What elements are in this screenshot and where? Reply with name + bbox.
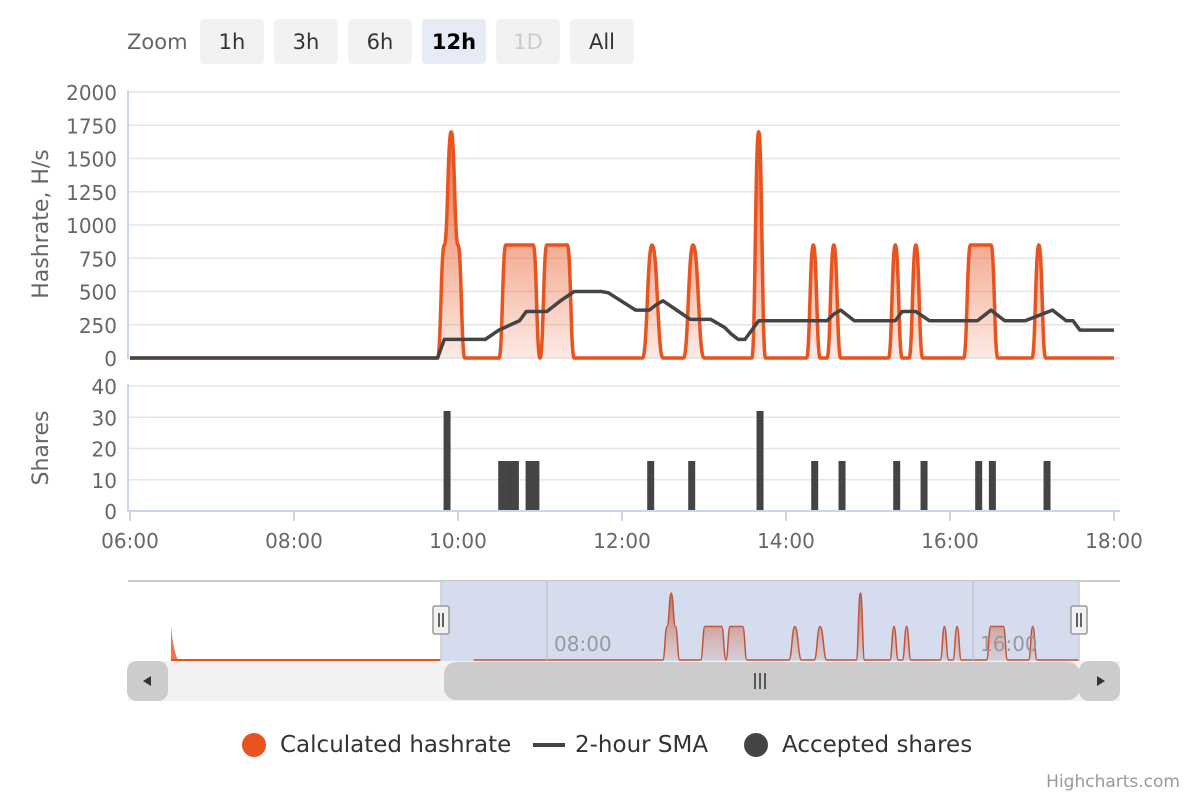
share-bar — [688, 461, 696, 511]
y-tick-label: 500 — [79, 281, 117, 305]
sma-line-group — [130, 289, 1114, 360]
hashrate-line — [130, 130, 1114, 360]
legend-item-hashrate[interactable]: Calculated hashrate — [242, 732, 511, 758]
share-bar — [756, 411, 764, 511]
x-tick-label: 16:00 — [921, 529, 979, 553]
legend-item-shares[interactable]: Accepted shares — [744, 732, 972, 758]
zoom-button-1h[interactable]: 1h — [200, 19, 264, 64]
axes: 0 250 500 750 1000 1250 1500 1750 2000 0 10 20 30 40 0… — [66, 81, 1143, 553]
navigator-label-1600: 16:00 — [980, 632, 1038, 656]
y-tick-label: 30 — [92, 406, 117, 430]
zoom-button-all[interactable]: All — [570, 19, 634, 64]
y-tick-label: 20 — [92, 438, 117, 462]
share-bar — [1043, 461, 1051, 511]
shares-bars — [443, 411, 1051, 511]
x-tick-label: 18:00 — [1085, 529, 1143, 553]
legend-label-sma: 2-hour SMA — [575, 732, 709, 758]
x-tick-label: 10:00 — [429, 529, 487, 553]
legend-dot-icon — [744, 733, 768, 757]
zoom-button-1d: 1D — [496, 19, 560, 64]
y-tick-label: 1500 — [66, 148, 117, 172]
legend-label-shares: Accepted shares — [782, 732, 973, 758]
arrow-right-icon — [1097, 676, 1105, 686]
share-bar — [988, 461, 996, 511]
x-tick-label: 14:00 — [757, 529, 815, 553]
y-tick-label: 1000 — [66, 214, 117, 238]
navigator-series — [171, 592, 1079, 661]
scrollbar[interactable] — [127, 661, 1120, 701]
y-tick-label: 750 — [79, 247, 117, 271]
x-tick-label: 12:00 — [593, 529, 651, 553]
x-tick-label: 08:00 — [265, 529, 323, 553]
navigator[interactable]: 08:00 16:00 — [128, 580, 1120, 700]
zoom-label: Zoom — [127, 30, 188, 54]
arrow-left-icon — [143, 676, 151, 686]
y-tick-label: 0 — [104, 347, 117, 371]
y-axis-title-shares: Shares — [29, 411, 54, 486]
zoom-button-6h[interactable]: 6h — [348, 19, 412, 64]
navigator-label-0800: 08:00 — [554, 632, 612, 656]
hashrate-area — [130, 130, 1114, 360]
share-bar — [498, 461, 506, 511]
y-axis-title-hashrate: Hashrate, H/s — [29, 149, 54, 299]
share-bar — [443, 411, 451, 511]
share-bar — [838, 461, 846, 511]
y-tick-label: 250 — [79, 314, 117, 338]
navigator-handle-right[interactable] — [1070, 605, 1088, 635]
legend-dot-icon — [242, 733, 266, 757]
zoom-button-3h[interactable]: 3h — [274, 19, 338, 64]
y-tick-label: 40 — [92, 375, 117, 399]
share-bar — [532, 461, 540, 511]
legend: Calculated hashrate 2-hour SMA Accepted … — [0, 728, 1200, 768]
y-tick-label: 1250 — [66, 181, 117, 205]
navigator-edge-spike — [171, 626, 178, 660]
scrollbar-right-button[interactable] — [1079, 661, 1120, 701]
y-tick-label: 10 — [92, 469, 117, 493]
share-bar — [811, 461, 819, 511]
gridlines — [128, 91, 1120, 512]
sma-line — [130, 289, 1114, 360]
navigator-handle-left[interactable] — [432, 605, 450, 635]
y-tick-label: 0 — [104, 500, 117, 524]
legend-label-hashrate: Calculated hashrate — [280, 732, 512, 758]
credits-link[interactable]: Highcharts.com — [1046, 772, 1180, 792]
share-bar — [511, 461, 519, 511]
scrollbar-left-button[interactable] — [127, 661, 168, 701]
navigator-line — [473, 592, 1079, 661]
share-bar — [975, 461, 983, 511]
share-bar — [920, 461, 928, 511]
legend-item-sma[interactable]: 2-hour SMA — [533, 732, 708, 758]
share-bar — [525, 461, 533, 511]
y-tick-label: 2000 — [66, 81, 117, 105]
y-tick-label: 1750 — [66, 114, 117, 138]
scrollbar-thumb[interactable] — [444, 662, 1080, 700]
zoom-button-12h[interactable]: 12h — [422, 19, 486, 64]
legend-line-icon — [533, 743, 565, 747]
stock-chart-svg: 0 250 500 750 1000 1250 1500 1750 2000 0 10 20 30 40 0… — [29, 81, 1143, 701]
x-tick-label: 06:00 — [101, 529, 159, 553]
share-bar — [647, 461, 655, 511]
share-bar — [893, 461, 901, 511]
share-bar — [505, 461, 513, 511]
